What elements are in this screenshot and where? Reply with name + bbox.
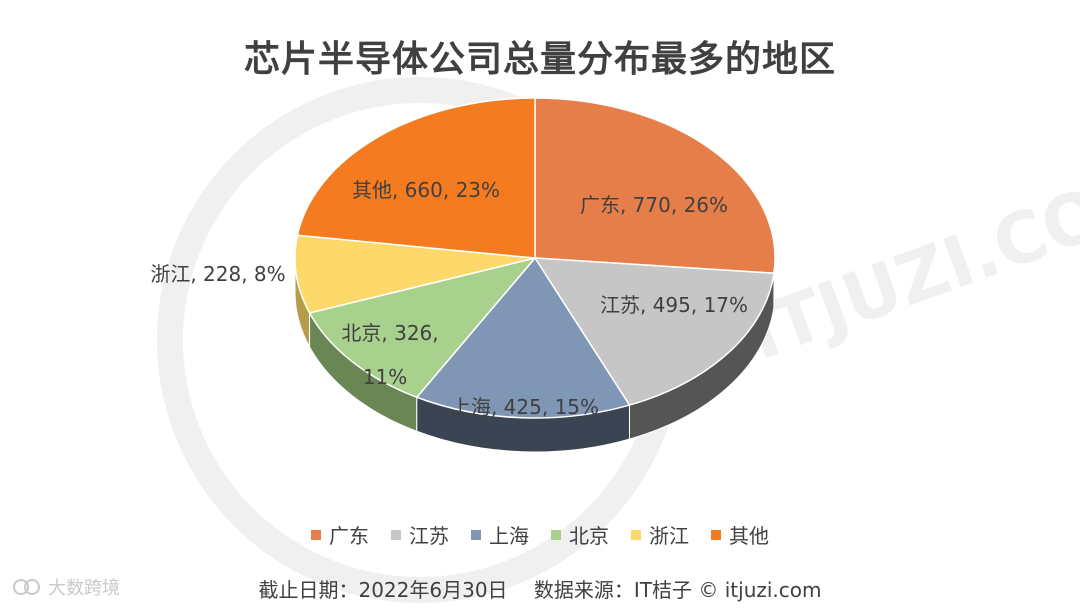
watermark-text: ITJUZI.COM bbox=[738, 148, 1080, 376]
legend-label: 上海 bbox=[489, 524, 529, 548]
legend-label: 其他 bbox=[729, 524, 769, 548]
pie-label-0: 广东, 770, 26% bbox=[580, 193, 728, 217]
legend-swatch bbox=[631, 529, 641, 540]
legend-label: 北京 bbox=[569, 524, 609, 548]
legend-swatch bbox=[471, 529, 481, 540]
pie-labels: 广东, 770, 26% 江苏, 495, 17% 上海, 425, 15% 北京, … bbox=[150, 178, 748, 419]
pie-label-1: 江苏, 495, 17% bbox=[600, 293, 748, 317]
legend-item-1: 江苏 bbox=[391, 520, 449, 549]
legend-item-0: 广东 bbox=[311, 520, 369, 549]
pie-sides bbox=[294, 257, 776, 453]
footer: 截止日期：2022年6月30日 数据来源：IT桔子 © itjuzi.com bbox=[0, 574, 1080, 603]
pie-slice-1 bbox=[533, 257, 775, 406]
legend-item-3: 北京 bbox=[551, 520, 609, 549]
legend-item-5: 其他 bbox=[711, 520, 769, 549]
pie-slice-4 bbox=[294, 234, 536, 314]
pie-slice-0 bbox=[534, 97, 776, 275]
pie-slice-3 bbox=[308, 256, 538, 399]
brand-icon bbox=[13, 579, 40, 595]
legend-label: 浙江 bbox=[649, 524, 689, 548]
pie-slice-2 bbox=[415, 256, 631, 419]
pie-label-2: 上海, 425, 15% bbox=[451, 395, 599, 419]
legend-item-4: 浙江 bbox=[631, 520, 689, 549]
chart-title: 芯片半导体公司总量分布最多的地区 bbox=[243, 39, 836, 80]
footer-date: 截止日期：2022年6月30日 bbox=[258, 578, 508, 602]
pie-label-5: 其他, 660, 23% bbox=[352, 178, 500, 202]
pie-tops bbox=[294, 97, 776, 419]
brand-logo: 大数跨境 bbox=[12, 574, 120, 600]
legend-swatch bbox=[551, 529, 561, 540]
legend-label: 广东 bbox=[329, 524, 369, 548]
pie-label-3: 北京, 326, bbox=[341, 321, 438, 345]
brand-text: 大数跨境 bbox=[48, 578, 120, 599]
pie-label-4: 浙江, 228, 8% bbox=[150, 262, 285, 286]
footer-source: 数据来源：IT桔子 © itjuzi.com bbox=[533, 578, 822, 602]
legend: 广东 江苏 上海 北京 浙江 其他 bbox=[0, 520, 1080, 549]
pie-slice-5 bbox=[296, 97, 536, 259]
legend-swatch bbox=[391, 529, 401, 540]
legend-item-2: 上海 bbox=[471, 520, 529, 549]
legend-swatch bbox=[311, 529, 321, 540]
legend-swatch bbox=[711, 529, 721, 540]
legend-label: 江苏 bbox=[409, 524, 449, 548]
pie-label-3-percent: 11% bbox=[363, 365, 407, 389]
